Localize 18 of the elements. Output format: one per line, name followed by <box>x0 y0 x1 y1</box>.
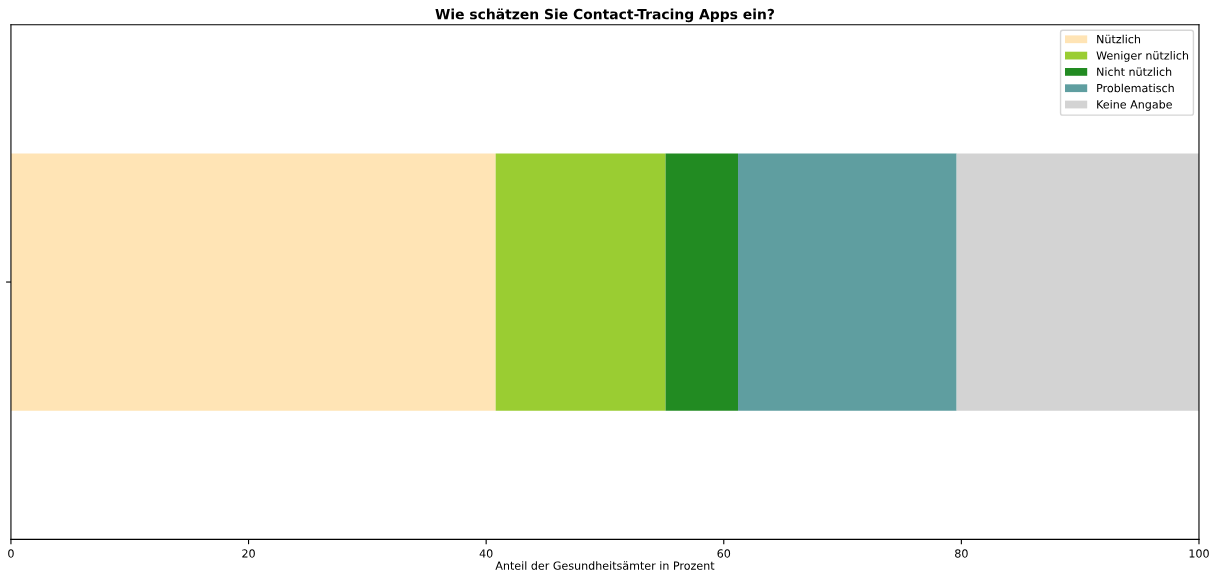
bar <box>738 153 957 411</box>
x-tick-label: 80 <box>955 549 968 558</box>
legend-label: Problematisch <box>1097 83 1174 93</box>
bar <box>665 153 739 411</box>
chart-title: Wie schätzen Sie Contact-Tracing Apps ein? <box>435 8 774 23</box>
x-tick-label: 20 <box>242 549 255 558</box>
legend-label: Nicht nützlich <box>1097 67 1172 76</box>
legend-label: Keine Angabe <box>1097 99 1172 111</box>
x-tick-label: 0 <box>8 549 14 558</box>
bar <box>956 153 1199 411</box>
bar <box>10 153 496 411</box>
legend-label: Nützlich <box>1097 34 1141 44</box>
x-axis-title: Anteil der Gesundheitsämter in Prozent <box>495 561 715 570</box>
x-tick-label: 60 <box>717 549 731 558</box>
bar <box>495 153 666 411</box>
x-tick-label: 100 <box>1189 549 1209 558</box>
x-tick-label: 40 <box>479 549 493 558</box>
legend-label: Weniger nützlich <box>1096 51 1189 62</box>
